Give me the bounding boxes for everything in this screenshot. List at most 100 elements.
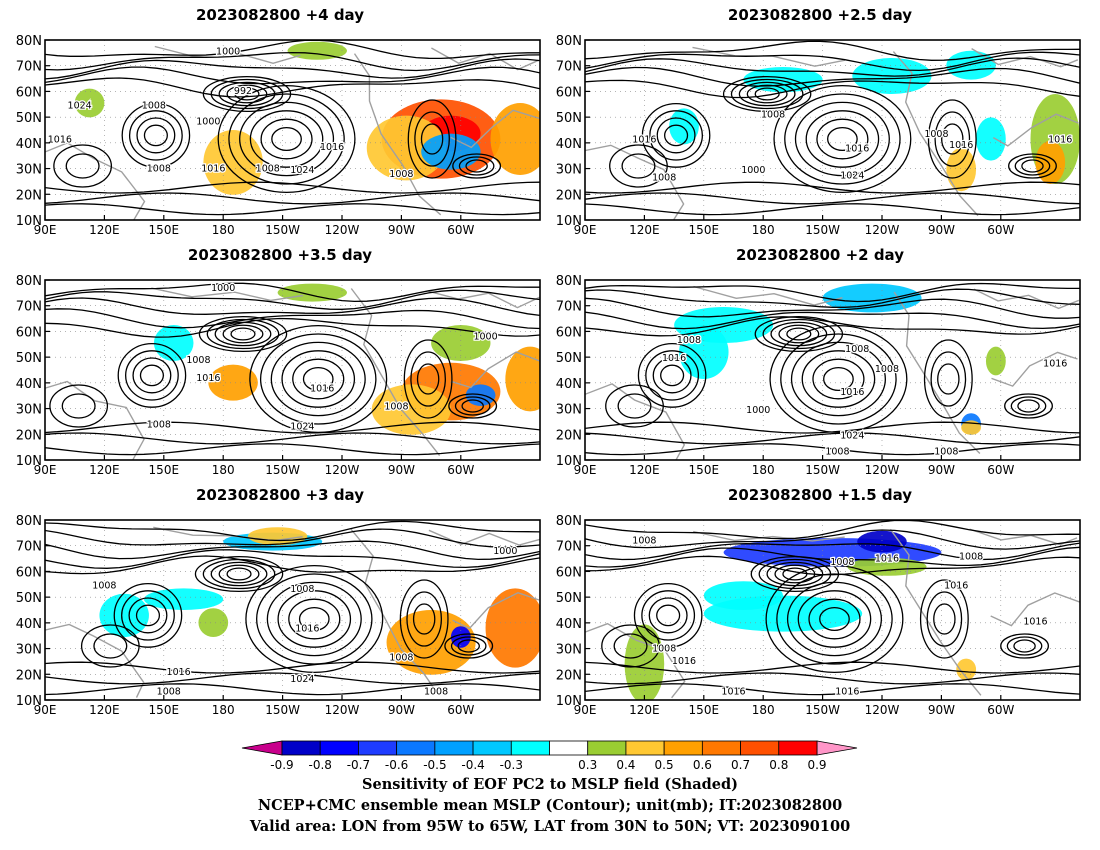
mslp-contour: [585, 181, 1080, 194]
lat-label: 30N: [556, 163, 582, 178]
lon-label: 180: [212, 463, 235, 477]
lon-label: 150E: [149, 223, 180, 237]
contour-label: 1008: [845, 344, 869, 355]
sensitivity-shading: [505, 346, 540, 412]
lon-label: 150E: [689, 463, 720, 477]
mslp-contour: [652, 357, 692, 394]
contour-label: 1024: [290, 421, 314, 432]
mslp-contour: [93, 633, 128, 659]
mslp-contour: [585, 443, 1080, 456]
panel-title: 2023082800 +4 day: [196, 6, 364, 24]
mslp-contour: [585, 311, 1080, 330]
colorbar-swatch: [319, 740, 359, 756]
mslp-contour: [45, 555, 540, 575]
mslp-contour: [202, 558, 276, 590]
panel-title: 2023082800 +2 day: [736, 246, 904, 264]
map-plus-1.5-day: 1008 1008 1016 1008 1016 1016 1008 1016 1016 1016…: [556, 514, 1081, 717]
coastline: [350, 288, 441, 457]
mslp-contour: [941, 123, 964, 155]
mslp-contour: [45, 549, 540, 569]
lat-label: 50N: [16, 591, 42, 606]
mslp-contour: [230, 327, 256, 341]
sensitivity-shading: [985, 346, 1006, 376]
mslp-contour: [256, 573, 373, 665]
lat-label: 60N: [556, 565, 582, 580]
contour-label: 1008: [384, 402, 408, 413]
mslp-contour: [1014, 156, 1051, 176]
lon-label: 120W: [865, 223, 900, 237]
colorbar-tick-label: 0.4: [616, 758, 635, 772]
lat-label: 60N: [16, 325, 42, 340]
mslp-contour: [45, 661, 540, 674]
contour-label: 1016: [167, 667, 191, 678]
coastline: [45, 623, 145, 698]
lat-label: 70N: [16, 540, 42, 555]
mslp-contour: [649, 110, 704, 161]
mslp-contour: [194, 555, 284, 593]
lon-label: 150E: [689, 223, 720, 237]
contour-label: 1008: [389, 169, 413, 180]
contour-label: 1008: [256, 163, 280, 174]
mslp-contour: [786, 327, 812, 341]
mslp-contour: [249, 324, 388, 434]
mslp-contour: [1008, 153, 1057, 179]
lat-label: 10N: [16, 694, 42, 709]
contour-label: 1008: [157, 687, 181, 698]
mslp-contour: [585, 282, 1080, 303]
mslp-contour: [414, 111, 450, 167]
mslp-contour: [45, 540, 540, 561]
lat-label: 60N: [556, 85, 582, 100]
mslp-contour: [410, 351, 446, 407]
contour-label: 1000: [746, 405, 770, 416]
contour-label: 1000: [493, 546, 517, 557]
lat-label: 10N: [556, 214, 582, 229]
mslp-contour: [121, 102, 191, 168]
lon-label: 60W: [447, 463, 474, 477]
lon-label: 180: [752, 463, 775, 477]
mslp-contour: [1000, 633, 1050, 659]
lat-label: 60N: [556, 325, 582, 340]
lon-label: 90W: [388, 463, 415, 477]
mslp-contour: [132, 357, 172, 394]
mslp-contour: [45, 58, 540, 80]
mslp-contour: [660, 364, 685, 387]
mslp-contour: [812, 358, 865, 400]
map-frame: [44, 279, 541, 461]
mslp-contour: [617, 393, 652, 419]
contour-label: 1016: [721, 687, 745, 698]
colorbar-tick-label: -0.3: [500, 758, 523, 772]
lat-label: 30N: [16, 163, 42, 178]
mslp-contour: [281, 350, 356, 408]
lat-label: 20N: [556, 668, 582, 683]
lon-label: 120W: [325, 223, 360, 237]
lon-label: 120W: [865, 703, 900, 717]
lon-label: 90E: [574, 703, 597, 717]
mslp-contour: [135, 604, 161, 627]
lon-label: 60W: [987, 223, 1014, 237]
mslp-contour: [139, 364, 164, 387]
lat-label: 80N: [16, 274, 42, 289]
contour-label: 1008: [147, 163, 171, 174]
mslp-contour: [585, 683, 1080, 696]
mslp-contour: [65, 153, 100, 179]
mslp-contour: [412, 603, 436, 635]
mslp-contour: [49, 384, 109, 428]
contour-label: 992: [234, 86, 252, 97]
mslp-contour: [585, 79, 1080, 99]
mslp-contour: [399, 579, 449, 659]
panel-plus-3-day: 2023082800 +3 day 1008 1008 1016 1000 1008 10…: [0, 480, 560, 720]
contour-label: 1016: [201, 163, 225, 174]
colorbar-swatch: [778, 740, 818, 756]
mslp-contour: [45, 40, 540, 60]
mslp-contour: [786, 581, 883, 657]
lon-label: 150W: [805, 703, 840, 717]
coastline: [990, 592, 1080, 627]
coastline: [45, 380, 145, 460]
mslp-contour: [45, 203, 540, 216]
contour-label: 1008: [825, 447, 849, 458]
mslp-contour: [226, 84, 268, 104]
mslp-contour: [444, 633, 494, 659]
lat-label: 20N: [556, 428, 582, 443]
colorbar-swatch: [663, 740, 703, 756]
mslp-contour: [128, 597, 168, 634]
